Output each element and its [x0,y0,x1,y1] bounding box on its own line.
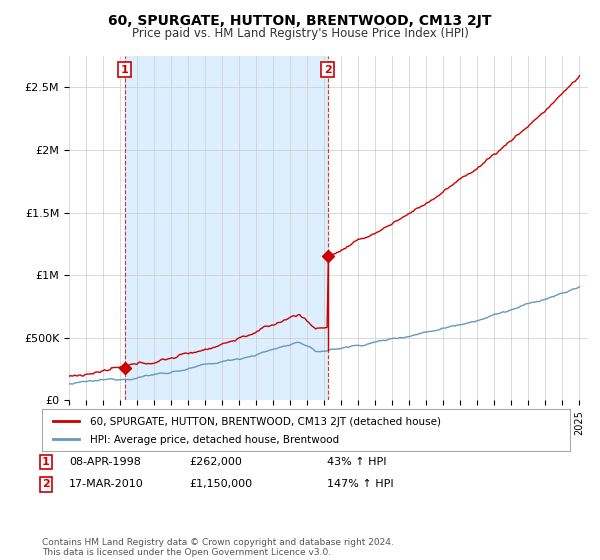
Text: 2: 2 [324,64,332,74]
Text: 147% ↑ HPI: 147% ↑ HPI [327,479,394,489]
Text: Contains HM Land Registry data © Crown copyright and database right 2024.
This d: Contains HM Land Registry data © Crown c… [42,538,394,557]
Text: £262,000: £262,000 [189,457,242,467]
Bar [125,56,328,400]
Text: 17-MAR-2010: 17-MAR-2010 [69,479,144,489]
Text: 60, SPURGATE, HUTTON, BRENTWOOD, CM13 2JT (detached house): 60, SPURGATE, HUTTON, BRENTWOOD, CM13 2J… [89,417,440,427]
Text: 1: 1 [121,64,128,74]
Text: £1,150,000: £1,150,000 [189,479,252,489]
Text: 2: 2 [42,479,50,489]
Text: HPI: Average price, detached house, Brentwood: HPI: Average price, detached house, Bren… [89,435,338,445]
Text: Price paid vs. HM Land Registry's House Price Index (HPI): Price paid vs. HM Land Registry's House … [131,27,469,40]
Text: 1: 1 [42,457,50,467]
Text: 08-APR-1998: 08-APR-1998 [69,457,141,467]
Text: 43% ↑ HPI: 43% ↑ HPI [327,457,386,467]
Text: 60, SPURGATE, HUTTON, BRENTWOOD, CM13 2JT: 60, SPURGATE, HUTTON, BRENTWOOD, CM13 2J… [108,14,492,28]
